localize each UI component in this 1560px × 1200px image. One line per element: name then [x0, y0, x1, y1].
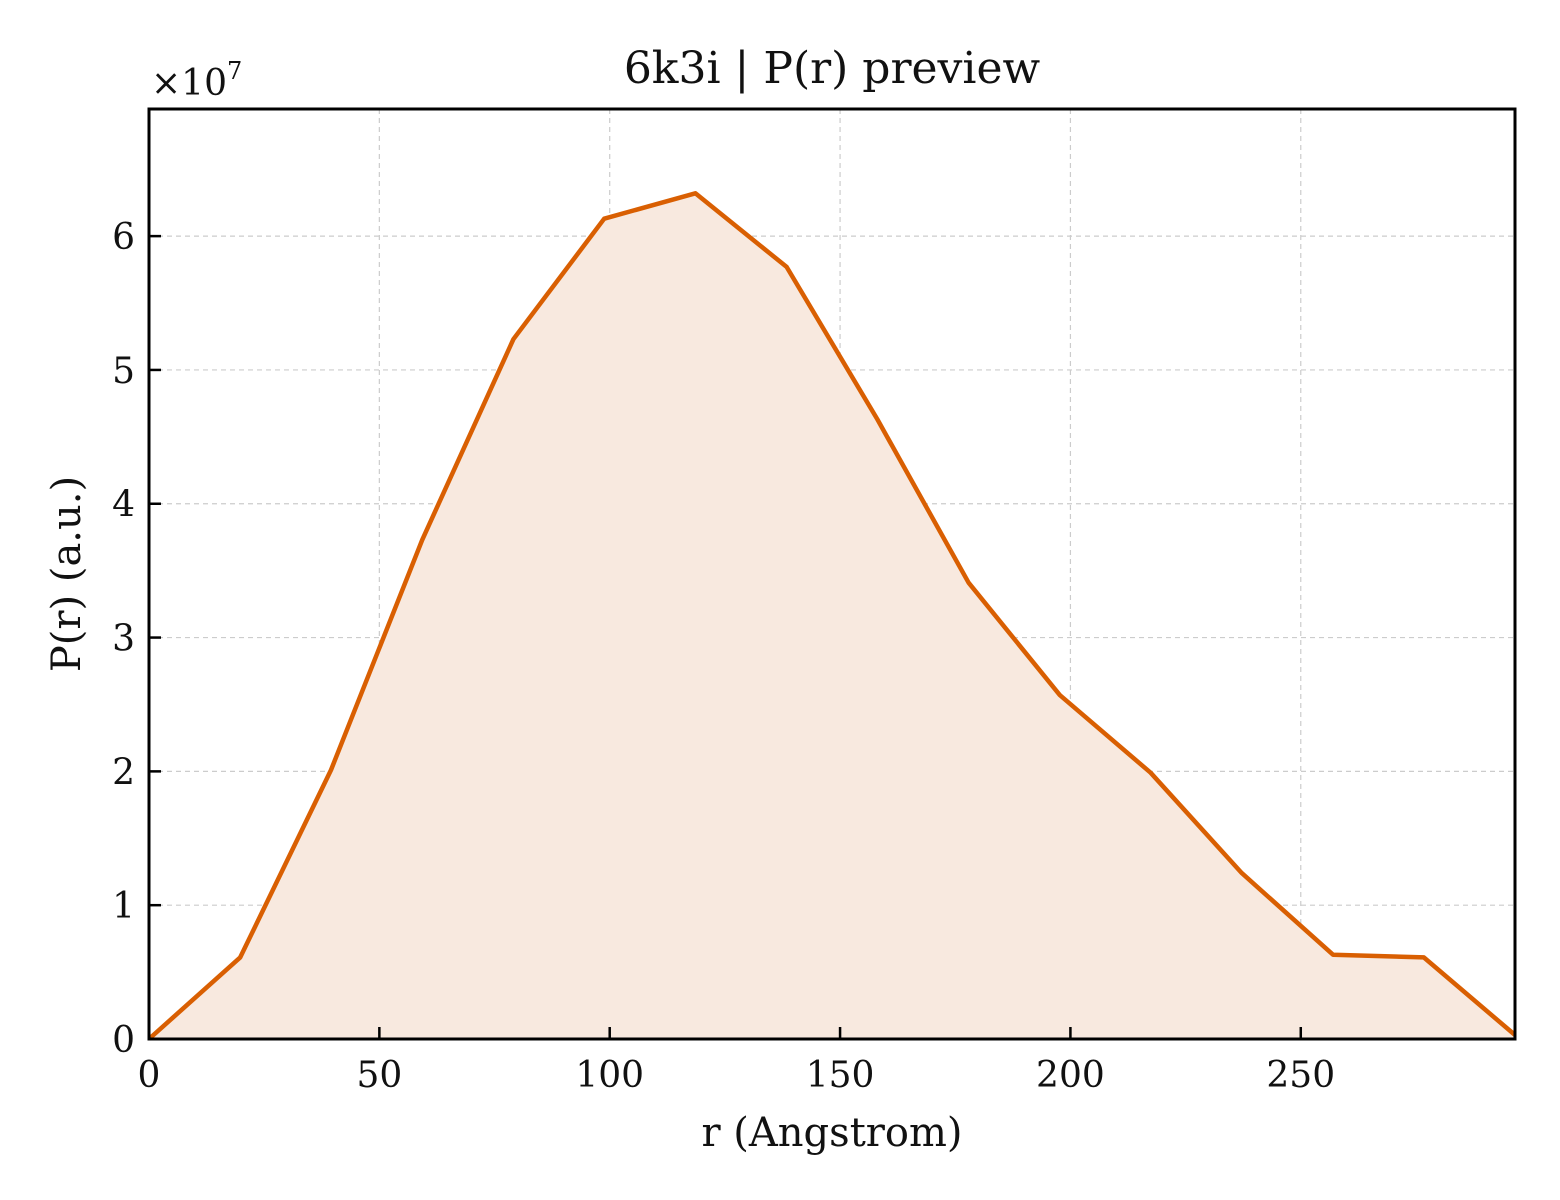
x-tick-label: 250	[1266, 1055, 1335, 1096]
y-tick-label: 1	[112, 886, 135, 927]
x-tick-label: 200	[1036, 1055, 1105, 1096]
x-axis-label: r (Angstrom)	[701, 1110, 962, 1156]
y-tick-label: 5	[112, 351, 135, 392]
y-tick-label: 6	[112, 217, 135, 258]
y-axis-multiplier: ×107	[151, 57, 242, 104]
area-fill	[149, 193, 1515, 1040]
x-tick-label: 100	[575, 1055, 644, 1096]
y-axis-label: P(r) (a.u.)	[44, 476, 90, 672]
series-line	[147, 191, 1517, 1041]
tick-labels: 0 50 100 150 200 250 0 1 2 3 4 5 6	[112, 217, 1335, 1096]
y-tick-label: 2	[112, 752, 135, 793]
y-tick-label: 3	[112, 619, 135, 660]
y-tick-label: 0	[112, 1020, 135, 1061]
chart-title: 6k3i | P(r) preview	[624, 43, 1041, 94]
x-tick-label: 0	[138, 1055, 161, 1096]
ticks	[147, 234, 1303, 1041]
plot-frame	[147, 107, 1517, 1041]
y-tick-label: 4	[112, 485, 135, 526]
x-tick-label: 150	[806, 1055, 875, 1096]
x-tick-label: 50	[356, 1055, 402, 1096]
